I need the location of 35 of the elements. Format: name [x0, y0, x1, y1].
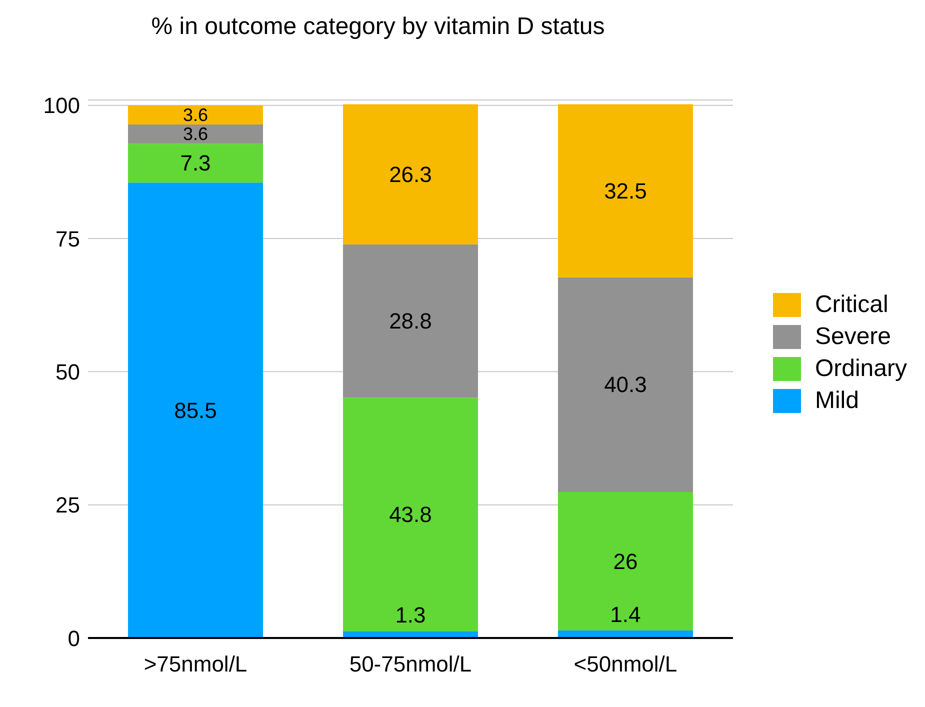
data-label: 3.6 [182, 124, 208, 144]
data-label: 7.3 [180, 150, 211, 176]
y-tick-label: 100 [43, 93, 80, 118]
legend-label: Critical [814, 291, 888, 319]
data-label: 26 [613, 548, 638, 574]
data-label: 26.3 [389, 162, 432, 187]
bar [128, 182, 263, 638]
x-tick-label: <50nmol/L [574, 652, 678, 677]
bar [558, 277, 693, 492]
bar [342, 244, 478, 398]
y-tick-label: 0 [68, 626, 80, 651]
x-tick-label: >75nmol/L [144, 652, 248, 677]
data-label: 3.6 [182, 104, 208, 125]
bar [558, 492, 693, 631]
data-label: 85.5 [174, 398, 217, 423]
bar [128, 124, 263, 144]
data-label: 1.3 [395, 602, 426, 628]
data-label: 40.3 [604, 372, 647, 398]
chart-title: % in outcome category by vitamin D status [150, 12, 606, 42]
data-label: 32.5 [604, 178, 647, 204]
bar [558, 104, 693, 278]
bar [342, 104, 478, 244]
data-label: 28.8 [389, 308, 432, 334]
legend-label: Mild [814, 387, 859, 415]
y-tick-label: 75 [56, 226, 80, 252]
x-tick-label: 50-75nmol/L [349, 652, 472, 677]
legend-label: Severe [814, 323, 892, 351]
bar [128, 105, 263, 125]
y-tick-label: 25 [56, 492, 80, 518]
legend-label: Ordinary [814, 355, 907, 383]
data-label: 43.8 [389, 502, 432, 527]
data-label: 1.4 [610, 602, 641, 628]
bar [342, 398, 478, 632]
y-tick-label: 50 [56, 359, 80, 384]
bar [128, 144, 263, 183]
